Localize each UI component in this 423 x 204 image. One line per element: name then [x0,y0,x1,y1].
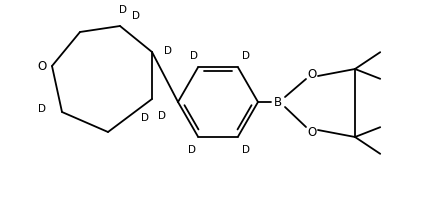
Text: D: D [164,46,172,56]
Text: D: D [188,144,196,154]
Text: D: D [158,110,166,120]
Text: B: B [274,96,282,109]
Text: D: D [242,144,250,154]
Text: D: D [242,51,250,60]
Text: D: D [132,11,140,21]
Text: D: D [141,112,149,122]
Text: O: O [37,60,47,73]
Text: D: D [38,103,46,113]
Text: D: D [190,51,198,60]
Text: D: D [119,5,127,15]
Text: O: O [308,126,317,139]
Text: O: O [308,68,317,81]
